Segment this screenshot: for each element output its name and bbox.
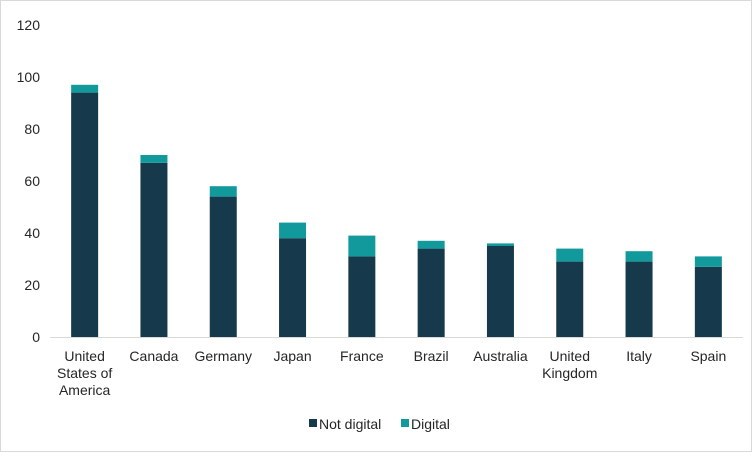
y-tick-label: 20 — [24, 277, 40, 293]
legend-swatch-digital — [401, 419, 409, 427]
x-category-label: Brazil — [414, 348, 449, 364]
y-tick-label: 80 — [24, 121, 40, 137]
bar-digital — [486, 243, 514, 246]
x-category-label-line: United — [550, 348, 590, 364]
bar-not-digital — [625, 261, 653, 337]
x-category-label: Germany — [194, 348, 252, 364]
bar-digital — [71, 84, 99, 93]
x-category-label-line: Australia — [473, 348, 528, 364]
x-category-label-line: Brazil — [414, 348, 449, 364]
bar-digital — [694, 256, 722, 267]
x-category-label: United States of America — [57, 348, 112, 398]
y-tick-label: 120 — [17, 17, 41, 33]
bar-digital — [279, 222, 307, 239]
bar-digital — [556, 248, 584, 262]
bar-digital — [209, 186, 237, 197]
y-tick-label: 100 — [17, 69, 41, 85]
y-axis: 0 20 40 60 80 100 120 — [17, 17, 41, 345]
bar-not-digital — [71, 92, 99, 337]
legend: Not digital Digital — [309, 416, 450, 432]
y-tick-label: 60 — [24, 173, 40, 189]
x-category-label: Australia — [473, 348, 528, 364]
x-category-label-line: States of — [57, 365, 112, 381]
bar-digital — [140, 155, 168, 163]
y-tick-label: 40 — [24, 225, 40, 241]
x-category-label: Italy — [626, 348, 652, 364]
bar-not-digital — [486, 246, 514, 337]
bar-not-digital — [694, 266, 722, 337]
bar-digital — [417, 240, 445, 249]
bar-not-digital — [209, 196, 237, 337]
bar-not-digital — [348, 256, 376, 337]
x-category-label-line: United — [64, 348, 104, 364]
legend-label-not-digital: Not digital — [319, 416, 381, 432]
x-category-label-line: Canada — [129, 348, 178, 364]
bar-not-digital — [417, 248, 445, 337]
legend-label-digital: Digital — [411, 416, 450, 432]
bars — [71, 84, 722, 337]
x-category-label: France — [340, 348, 384, 364]
bar-not-digital — [140, 162, 168, 337]
x-category-label-line: Spain — [690, 348, 726, 364]
bar-digital — [625, 251, 653, 262]
x-category-label: United Kingdom — [542, 348, 597, 381]
bar-digital — [348, 235, 376, 257]
x-category-label: Spain — [690, 348, 726, 364]
legend-swatch-not-digital — [309, 419, 317, 427]
x-category-label-line: France — [340, 348, 384, 364]
bar-not-digital — [556, 261, 584, 337]
x-category-label: Canada — [129, 348, 178, 364]
x-category-label-line: Japan — [273, 348, 311, 364]
x-category-label-line: Germany — [194, 348, 252, 364]
x-category-label-line: America — [59, 382, 111, 398]
y-tick-label: 0 — [32, 329, 40, 345]
bar-not-digital — [279, 238, 307, 337]
x-category-label-line: Kingdom — [542, 365, 597, 381]
x-category-label: Japan — [273, 348, 311, 364]
x-category-label-line: Italy — [626, 348, 652, 364]
